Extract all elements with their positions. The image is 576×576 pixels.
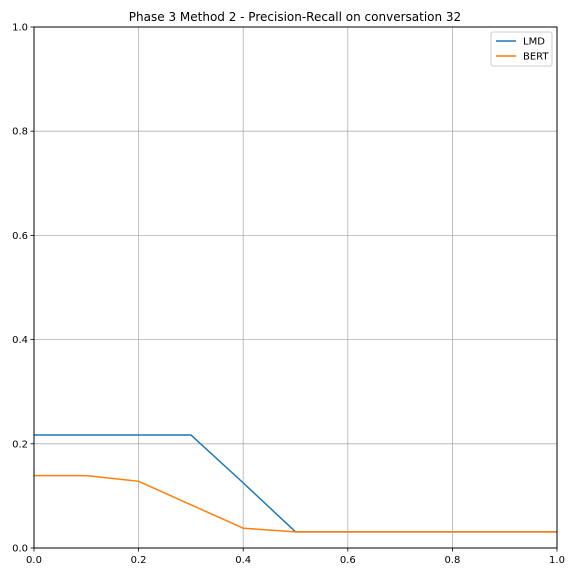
y-tick-label: 0.8 <box>12 127 28 138</box>
y-tick-label: 0.4 <box>12 335 28 346</box>
legend-label-lmd: LMD <box>523 37 545 48</box>
x-tick-label: 0.0 <box>26 555 42 566</box>
series-line-bert <box>34 474 557 533</box>
legend: LMD BERT <box>490 31 553 67</box>
x-tick-label: 0.4 <box>235 555 251 566</box>
x-tick-label: 0.8 <box>444 555 460 566</box>
x-tick-label: 1.0 <box>549 555 565 566</box>
y-tick-label: 1.0 <box>12 23 28 34</box>
series-lines <box>34 434 557 533</box>
x-tick-label: 0.2 <box>131 555 147 566</box>
y-tick-label: 0.0 <box>12 544 28 555</box>
axis-ticks: 0.0 0.2 0.4 0.6 0.8 1.0 0.0 0.2 0.4 0.6 0.8 1.0 <box>12 23 565 567</box>
y-tick-label: 0.6 <box>12 231 28 242</box>
chart-title: Phase 3 Method 2 - Precision-Recall on c… <box>129 10 461 24</box>
plot-frame <box>33 26 558 549</box>
y-tick-label: 0.2 <box>12 439 28 450</box>
x-tick-label: 0.6 <box>340 555 356 566</box>
legend-label-bert: BERT <box>523 52 549 63</box>
